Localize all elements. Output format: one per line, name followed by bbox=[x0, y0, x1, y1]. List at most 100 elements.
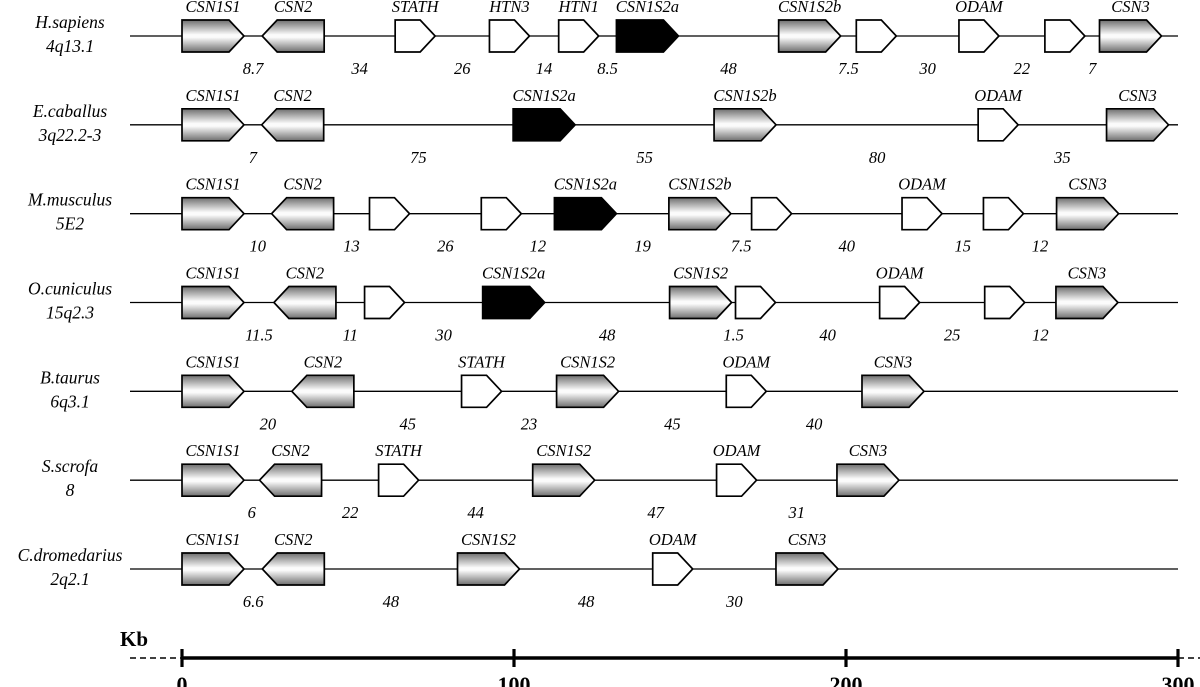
svg-text:7: 7 bbox=[1088, 59, 1097, 78]
svg-text:CSN2: CSN2 bbox=[273, 86, 312, 105]
svg-text:8: 8 bbox=[66, 480, 75, 500]
svg-text:E.caballus: E.caballus bbox=[32, 101, 108, 121]
svg-text:B.taurus: B.taurus bbox=[40, 367, 100, 387]
svg-text:CSN1S2a: CSN1S2a bbox=[482, 264, 545, 283]
svg-text:40: 40 bbox=[819, 326, 836, 345]
svg-text:CSN1S1: CSN1S1 bbox=[185, 441, 240, 460]
svg-text:11: 11 bbox=[343, 326, 358, 345]
svg-text:CSN1S1: CSN1S1 bbox=[185, 175, 240, 194]
svg-text:HTN1: HTN1 bbox=[558, 0, 599, 16]
svg-text:55: 55 bbox=[636, 148, 653, 167]
svg-text:48: 48 bbox=[383, 592, 400, 611]
svg-text:22: 22 bbox=[342, 503, 359, 522]
svg-text:13: 13 bbox=[343, 237, 360, 256]
svg-text:STATH: STATH bbox=[392, 0, 440, 16]
svg-text:48: 48 bbox=[578, 592, 595, 611]
svg-text:CSN3: CSN3 bbox=[1068, 175, 1107, 194]
svg-text:STATH: STATH bbox=[458, 352, 506, 371]
svg-text:CSN3: CSN3 bbox=[874, 352, 913, 371]
svg-text:0: 0 bbox=[177, 672, 188, 687]
svg-text:75: 75 bbox=[410, 148, 427, 167]
svg-text:ODAM: ODAM bbox=[722, 352, 771, 371]
svg-text:45: 45 bbox=[664, 414, 681, 433]
svg-text:8.5: 8.5 bbox=[597, 59, 618, 78]
svg-text:CSN3: CSN3 bbox=[1118, 86, 1157, 105]
svg-text:26: 26 bbox=[437, 237, 454, 256]
svg-text:300: 300 bbox=[1162, 672, 1195, 687]
svg-text:CSN1S2: CSN1S2 bbox=[560, 352, 615, 371]
svg-text:CSN3: CSN3 bbox=[1111, 0, 1150, 16]
svg-text:5E2: 5E2 bbox=[56, 214, 84, 234]
svg-text:48: 48 bbox=[720, 59, 737, 78]
svg-text:CSN1S2b: CSN1S2b bbox=[778, 0, 841, 16]
svg-text:O.cuniculus: O.cuniculus bbox=[28, 279, 112, 299]
svg-text:23: 23 bbox=[521, 414, 538, 433]
svg-text:15: 15 bbox=[954, 237, 971, 256]
svg-text:CSN2: CSN2 bbox=[304, 352, 343, 371]
svg-text:CSN2: CSN2 bbox=[274, 530, 313, 549]
svg-text:100: 100 bbox=[498, 672, 531, 687]
svg-text:35: 35 bbox=[1053, 148, 1071, 167]
svg-text:CSN1S1: CSN1S1 bbox=[185, 530, 240, 549]
svg-text:6q3.1: 6q3.1 bbox=[50, 391, 89, 411]
svg-text:Kb: Kb bbox=[120, 627, 148, 651]
svg-text:HTN3: HTN3 bbox=[488, 0, 529, 16]
svg-text:11.5: 11.5 bbox=[245, 326, 273, 345]
svg-text:CSN1S1: CSN1S1 bbox=[185, 0, 240, 16]
svg-text:CSN3: CSN3 bbox=[849, 441, 888, 460]
svg-text:CSN1S1: CSN1S1 bbox=[185, 264, 240, 283]
svg-text:34: 34 bbox=[350, 59, 368, 78]
svg-text:6: 6 bbox=[248, 503, 257, 522]
svg-text:7.5: 7.5 bbox=[731, 237, 752, 256]
svg-text:ODAM: ODAM bbox=[713, 441, 762, 460]
svg-text:CSN3: CSN3 bbox=[788, 530, 827, 549]
svg-text:7: 7 bbox=[249, 148, 258, 167]
svg-text:45: 45 bbox=[399, 414, 416, 433]
svg-text:8.7: 8.7 bbox=[243, 59, 264, 78]
svg-text:CSN1S1: CSN1S1 bbox=[185, 352, 240, 371]
svg-text:CSN2: CSN2 bbox=[271, 441, 310, 460]
svg-text:20: 20 bbox=[260, 414, 277, 433]
svg-text:M.musculus: M.musculus bbox=[27, 190, 112, 210]
svg-text:CSN1S1: CSN1S1 bbox=[185, 86, 240, 105]
svg-text:2q2.1: 2q2.1 bbox=[50, 569, 89, 589]
svg-text:3q22.2-3: 3q22.2-3 bbox=[38, 125, 102, 145]
svg-text:40: 40 bbox=[806, 414, 823, 433]
svg-text:26: 26 bbox=[454, 59, 471, 78]
svg-text:CSN1S2a: CSN1S2a bbox=[616, 0, 679, 16]
svg-text:H.sapiens: H.sapiens bbox=[34, 12, 105, 32]
svg-text:CSN2: CSN2 bbox=[283, 175, 322, 194]
svg-text:C.dromedarius: C.dromedarius bbox=[18, 545, 123, 565]
svg-text:10: 10 bbox=[250, 237, 267, 256]
svg-text:ODAM: ODAM bbox=[898, 175, 947, 194]
svg-text:30: 30 bbox=[434, 326, 452, 345]
svg-text:12: 12 bbox=[1032, 237, 1049, 256]
svg-text:CSN1S2: CSN1S2 bbox=[536, 441, 591, 460]
svg-text:CSN1S2b: CSN1S2b bbox=[668, 175, 731, 194]
svg-text:ODAM: ODAM bbox=[876, 264, 925, 283]
svg-text:CSN1S2a: CSN1S2a bbox=[512, 86, 575, 105]
svg-text:40: 40 bbox=[839, 237, 856, 256]
svg-text:STATH: STATH bbox=[375, 441, 423, 460]
svg-text:80: 80 bbox=[869, 148, 886, 167]
svg-text:6.6: 6.6 bbox=[243, 592, 264, 611]
svg-text:15q2.3: 15q2.3 bbox=[46, 303, 94, 323]
svg-text:14: 14 bbox=[536, 59, 553, 78]
svg-text:30: 30 bbox=[918, 59, 936, 78]
svg-text:CSN2: CSN2 bbox=[286, 264, 325, 283]
svg-text:12: 12 bbox=[1032, 326, 1049, 345]
svg-text:22: 22 bbox=[1014, 59, 1031, 78]
svg-text:ODAM: ODAM bbox=[649, 530, 698, 549]
svg-text:44: 44 bbox=[467, 503, 484, 522]
svg-text:CSN1S2: CSN1S2 bbox=[673, 264, 728, 283]
svg-text:ODAM: ODAM bbox=[955, 0, 1004, 16]
svg-text:CSN2: CSN2 bbox=[274, 0, 313, 16]
svg-text:CSN1S2a: CSN1S2a bbox=[554, 175, 617, 194]
svg-text:47: 47 bbox=[647, 503, 664, 522]
svg-text:12: 12 bbox=[530, 237, 547, 256]
svg-text:4q13.1: 4q13.1 bbox=[46, 36, 94, 56]
svg-text:25: 25 bbox=[944, 326, 961, 345]
svg-text:CSN1S2: CSN1S2 bbox=[461, 530, 516, 549]
svg-text:200: 200 bbox=[830, 672, 863, 687]
svg-text:30: 30 bbox=[725, 592, 743, 611]
